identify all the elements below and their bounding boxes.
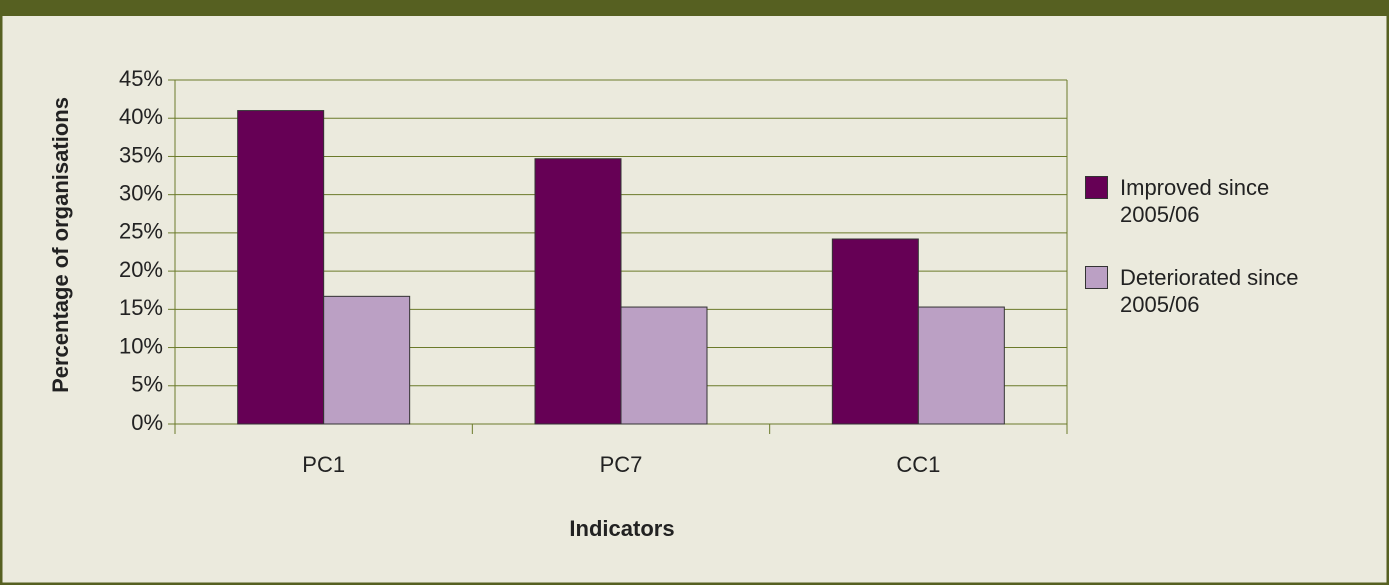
legend-swatch [1085,266,1108,289]
y-tick-label: 0% [131,410,163,435]
x-axis-title: Indicators [569,516,674,541]
legend-item: Deteriorated since 2005/06 [1085,264,1340,318]
y-tick-label: 15% [119,295,163,320]
top-band [0,0,1389,16]
y-tick-label: 25% [119,219,163,244]
x-tick-label: PC1 [302,452,345,477]
legend-label: Improved since 2005/06 [1120,175,1270,227]
x-tick-label: PC7 [600,452,643,477]
y-axis-title: Percentage of organisations [48,97,73,393]
y-tick-label: 40% [119,104,163,129]
y-tick-label: 10% [119,333,163,358]
y-tick-label: 30% [119,180,163,205]
legend-label: Deteriorated since 2005/06 [1120,265,1299,317]
bar [534,158,622,425]
bar [831,238,919,425]
bar [917,306,1005,425]
bar [620,306,708,425]
legend-item: Improved since 2005/06 [1085,174,1340,228]
bar [237,110,325,425]
bar [323,295,411,425]
legend-swatch [1085,176,1108,199]
y-tick-label: 5% [131,372,163,397]
y-tick-label: 35% [119,142,163,167]
y-tick-label: 45% [119,66,163,91]
x-tick-label: CC1 [896,452,940,477]
y-tick-label: 20% [119,257,163,282]
